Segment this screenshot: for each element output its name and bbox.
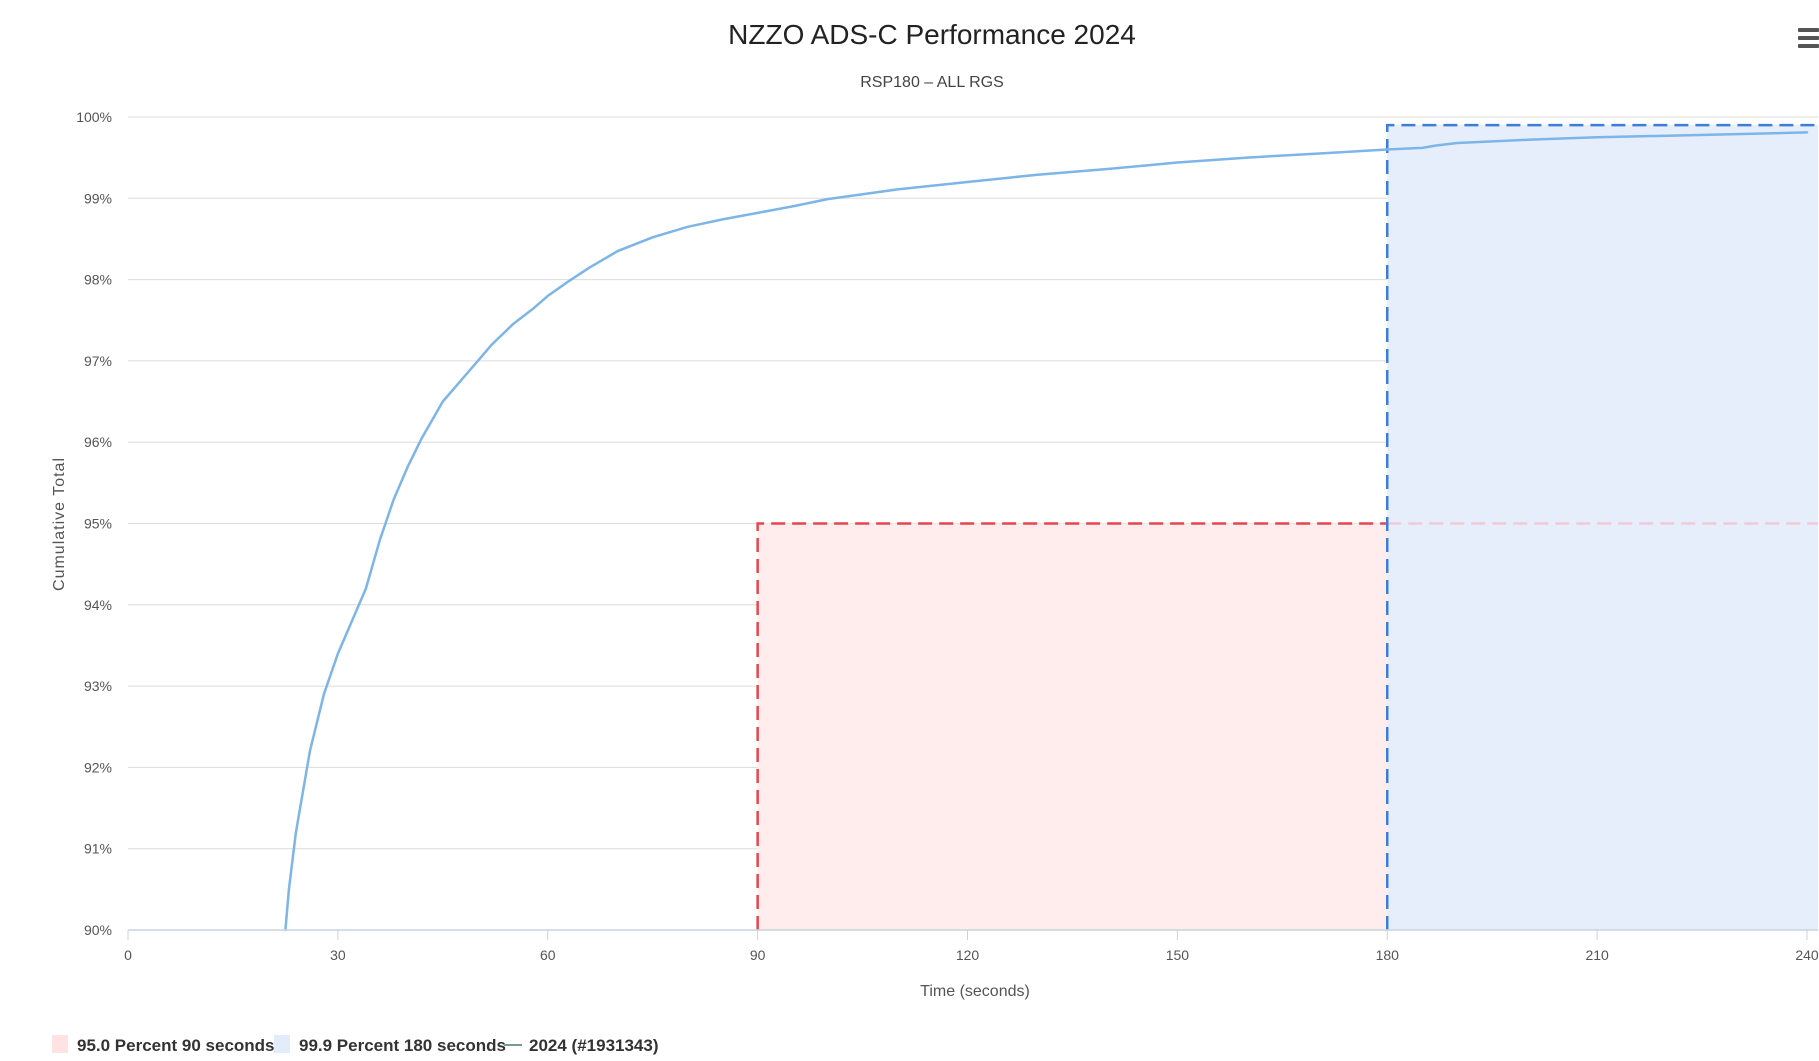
y-tick-label: 90%: [84, 922, 112, 938]
series-layer: [284, 131, 1809, 932]
region-blue-fill: [1387, 125, 1818, 930]
y-tick-label: 95%: [84, 516, 112, 532]
y-tick-label: 91%: [84, 841, 112, 857]
x-tick-label: 60: [540, 947, 556, 963]
legend-swatch-red-region[interactable]: [52, 1035, 68, 1053]
legend-label-blue-region[interactable]: 99.9 Percent 180 seconds: [299, 1036, 506, 1055]
y-tick-label: 94%: [84, 597, 112, 613]
region-red-border: [756, 522, 1388, 930]
y-tick-label: 100%: [76, 109, 112, 125]
x-axis-title: Time (seconds): [920, 983, 1030, 1000]
x-tick-label: 240: [1795, 947, 1819, 963]
series-line-2024[interactable]: [284, 131, 1809, 932]
legend: 95.0 Percent 90 seconds 99.9 Percent 180…: [52, 1035, 659, 1055]
x-tick-label: 150: [1166, 947, 1190, 963]
chart-title: NZZO ADS-C Performance 2024: [728, 19, 1136, 50]
region-red-fill: [757, 523, 1388, 930]
x-tick-label: 180: [1376, 947, 1400, 963]
y-axis-title: Cumulative Total: [51, 457, 68, 591]
x-tick-label: 90: [750, 947, 766, 963]
x-tick-label: 120: [956, 947, 980, 963]
region-layer: [756, 123, 1818, 930]
hamburger-menu-icon[interactable]: [1798, 28, 1819, 50]
legend-swatch-blue-region[interactable]: [274, 1035, 290, 1053]
x-tick-label: 0: [124, 947, 132, 963]
axis-layer: 90% 91% 92% 93% 94% 95% 96% 97% 98% 99% 100% 0 30 60 9…: [76, 109, 1819, 963]
y-tick-label: 99%: [84, 190, 112, 206]
region-blue-border: [1386, 123, 1818, 930]
y-tick-label: 93%: [84, 678, 112, 694]
legend-label-red-region[interactable]: 95.0 Percent 90 seconds: [77, 1036, 275, 1055]
x-tick-label: 30: [330, 947, 346, 963]
y-tick-label: 97%: [84, 353, 112, 369]
y-tick-label: 92%: [84, 759, 112, 775]
legend-label-series[interactable]: 2024 (#1931343): [529, 1036, 659, 1055]
y-tick-label: 98%: [84, 272, 112, 288]
x-tick-label: 210: [1585, 947, 1609, 963]
chart-subtitle: RSP180 – ALL RGS: [860, 74, 1004, 91]
y-tick-label: 96%: [84, 434, 112, 450]
